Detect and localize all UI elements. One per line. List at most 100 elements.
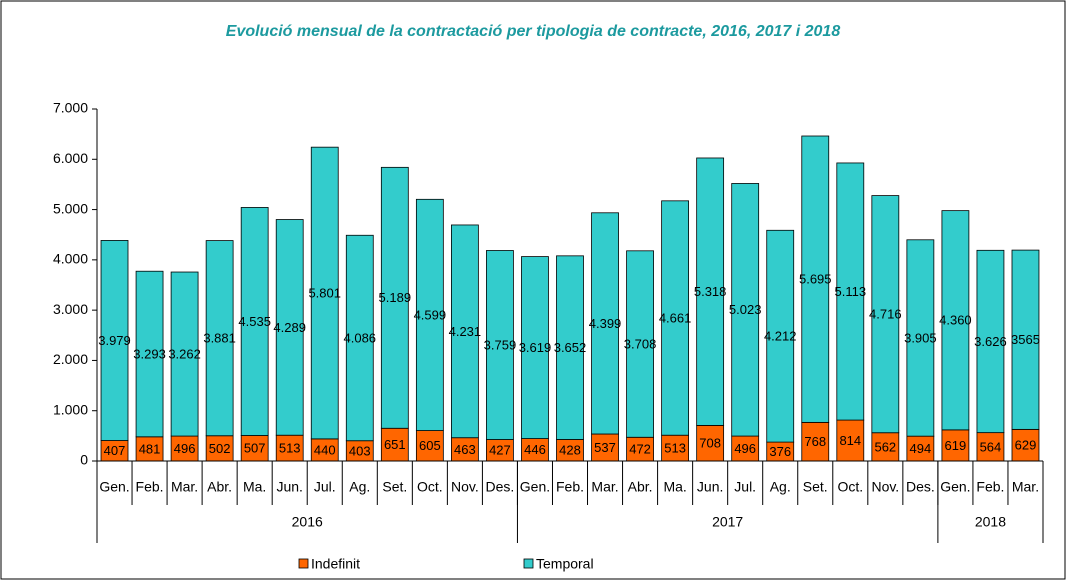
bar-segment <box>696 424 725 462</box>
group-label: 2018 <box>975 514 1006 530</box>
data-label: 629 <box>1015 438 1037 453</box>
y-tick-label: 3.000 <box>53 301 88 317</box>
x-tick-label: Gen. <box>520 479 550 495</box>
bar-segment <box>345 234 374 442</box>
data-label: 4.399 <box>589 316 622 331</box>
bar-segment <box>731 435 760 462</box>
bar-segment <box>731 183 760 437</box>
bar-segment <box>871 195 900 434</box>
data-label: 4.086 <box>344 330 377 345</box>
data-label: 494 <box>910 441 932 456</box>
data-label: 4.599 <box>414 307 447 322</box>
data-label: 3.759 <box>484 337 517 352</box>
bar-segment <box>661 200 690 436</box>
data-label: 507 <box>244 441 266 456</box>
x-tick-label: Feb. <box>556 479 584 495</box>
bar-segment <box>591 212 619 435</box>
data-label: 4.661 <box>659 310 692 325</box>
data-label: 496 <box>734 441 756 456</box>
data-label: 428 <box>559 443 581 458</box>
data-label: 3.708 <box>624 336 657 351</box>
x-tick-label: Feb. <box>976 479 1004 495</box>
bar-segment <box>450 224 479 439</box>
data-label: 605 <box>419 438 441 453</box>
data-label: 562 <box>874 439 896 454</box>
x-tick-label: Jun. <box>697 479 723 495</box>
data-label: 376 <box>769 444 791 459</box>
data-label: 4.289 <box>273 320 306 335</box>
data-label: 3565 <box>1011 332 1040 347</box>
bar-segment <box>205 435 234 462</box>
data-label: 4.231 <box>449 324 482 339</box>
x-tick-label: Jun. <box>276 479 302 495</box>
bar-segment <box>976 249 1005 434</box>
x-tick-label: Nov. <box>871 479 899 495</box>
data-label: 4.535 <box>238 314 271 329</box>
data-label: 3.652 <box>554 340 587 355</box>
data-label: 651 <box>384 437 406 452</box>
x-tick-label: Des. <box>906 479 935 495</box>
data-label: 3.979 <box>98 333 131 348</box>
bar-segment <box>486 250 514 440</box>
x-tick-label: Abr. <box>628 479 653 495</box>
data-label: 619 <box>945 438 967 453</box>
x-tick-label: Feb. <box>136 479 164 495</box>
x-tick-label: Abr. <box>207 479 232 495</box>
x-tick-label: Ag. <box>770 479 791 495</box>
bar-segment <box>1011 428 1040 462</box>
bar-segment <box>626 250 654 438</box>
data-label: 5.318 <box>694 284 727 299</box>
bar-segment <box>415 430 444 462</box>
bar-segment <box>801 421 830 462</box>
x-tick-label: Gen. <box>940 479 970 495</box>
bar-segment <box>836 162 865 421</box>
data-label: 3.293 <box>133 346 166 361</box>
y-tick-label: 4.000 <box>53 251 88 267</box>
data-label: 3.881 <box>203 331 236 346</box>
y-tick-label: 5.000 <box>53 200 88 216</box>
data-label: 440 <box>314 442 336 457</box>
x-tick-label: Ma. <box>663 479 686 495</box>
data-label: 3.262 <box>168 346 201 361</box>
data-label: 5.023 <box>729 302 762 317</box>
group-label: 2017 <box>712 514 743 530</box>
x-tick-label: Gen. <box>99 479 129 495</box>
legend-swatch <box>523 558 534 569</box>
chart-title: Evolució mensual de la contractació per … <box>226 23 841 40</box>
data-label: 513 <box>279 441 301 456</box>
data-label: 472 <box>629 442 651 457</box>
data-label: 5.695 <box>799 272 832 287</box>
bar-segment <box>976 432 1005 462</box>
x-tick-label: Nov. <box>451 479 479 495</box>
legend-swatch <box>298 558 309 569</box>
y-tick-label: 1.000 <box>53 401 88 417</box>
data-label: 814 <box>839 433 861 448</box>
data-label: 3.626 <box>974 334 1007 349</box>
y-tick-label: 7.000 <box>53 100 88 116</box>
data-label: 446 <box>524 442 546 457</box>
data-label: 768 <box>804 434 826 449</box>
data-label: 4.716 <box>869 307 902 322</box>
x-tick-label: Ma. <box>243 479 266 495</box>
bar-segment <box>415 198 444 431</box>
x-tick-label: Oct. <box>837 479 863 495</box>
data-label: 407 <box>104 443 126 458</box>
bar-segment <box>170 271 199 437</box>
bar-segment <box>1011 249 1040 430</box>
bar-segment <box>310 146 339 440</box>
bar-segment <box>521 256 549 439</box>
x-tick-label: Mar. <box>1012 479 1039 495</box>
data-label: 502 <box>209 441 231 456</box>
data-label: 4.212 <box>764 329 797 344</box>
x-tick-label: Ag. <box>349 479 370 495</box>
data-label: 481 <box>139 441 161 456</box>
data-label: 5.801 <box>308 285 341 300</box>
data-label: 564 <box>980 439 1002 454</box>
bar-segment <box>380 166 409 429</box>
data-label: 463 <box>454 442 476 457</box>
x-tick-label: Oct. <box>417 479 443 495</box>
x-tick-label: Set. <box>803 479 828 495</box>
bar-segment <box>240 207 269 436</box>
data-label: 513 <box>664 441 686 456</box>
